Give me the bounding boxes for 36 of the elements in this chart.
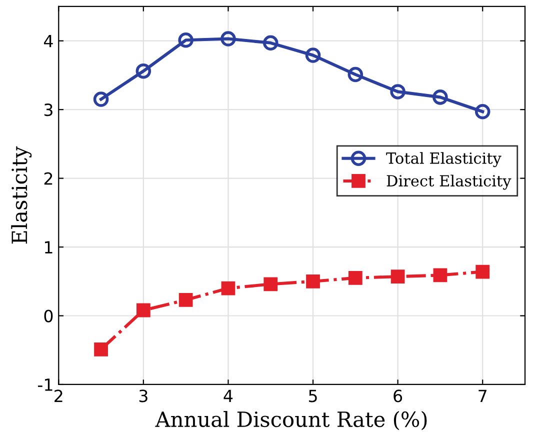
x-axis-title: Annual Discount Rate (%) [155,411,427,430]
point [348,66,364,82]
point [390,270,405,284]
point [221,281,236,296]
y-tick-label: 3 [44,104,52,116]
point [262,35,278,51]
point [390,84,406,100]
point [432,90,448,105]
point [476,264,490,279]
y-tick-label: 1 [44,241,52,254]
legend-label: Total Elasticity [386,152,502,168]
legend-label: Direct Elasticity [386,174,512,190]
x-tick-label: 6 [394,390,402,402]
point [474,104,490,120]
x-tick-label: 7 [478,390,486,402]
x-tick-label: 3 [139,390,148,402]
point [348,271,362,285]
y-tick-label: -1 [38,378,52,391]
point [178,293,193,307]
point [220,31,236,46]
point [264,277,278,292]
point [136,303,150,318]
y-tick-label: 2 [44,172,52,185]
x-tick-label: 4 [224,390,233,402]
x-tick-label: 5 [309,390,317,402]
point [306,274,320,288]
point [178,32,194,48]
point [93,92,109,107]
y-tick-label: 4 [44,35,53,48]
point [305,48,321,63]
x-tick-label: 2 [54,390,62,402]
point [433,268,448,282]
y-axis-title: Elasticity [11,146,32,244]
point [94,342,108,356]
y-tick-label: 0 [44,310,53,322]
point [136,63,152,79]
